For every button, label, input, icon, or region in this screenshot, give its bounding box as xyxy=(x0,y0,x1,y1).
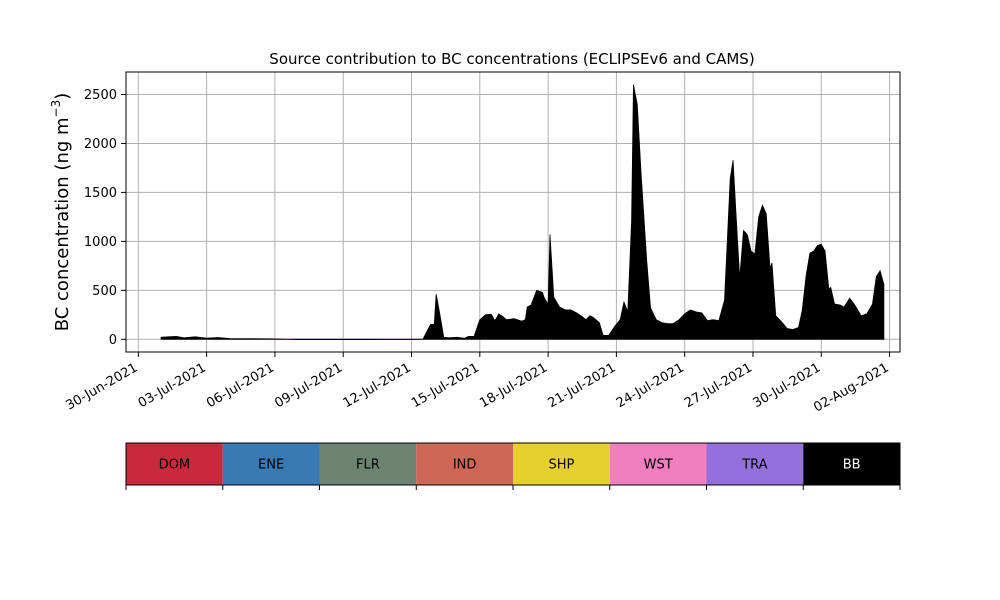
y-tick-label: 1500 xyxy=(84,186,117,201)
legend-swatch-tra xyxy=(706,443,804,485)
plot-series xyxy=(160,84,885,341)
legend-swatch-wst xyxy=(609,443,707,485)
legend-label-ind: IND xyxy=(453,458,477,473)
legend-label-tra: TRA xyxy=(741,458,767,473)
y-axis-label: BC concentration (ng m−3) xyxy=(49,93,73,332)
series-area-bb xyxy=(160,84,885,341)
legend-swatch-bb xyxy=(803,443,900,485)
legend-swatch-ene xyxy=(222,443,320,485)
legend-label-dom: DOM xyxy=(159,458,190,473)
legend-swatch-ind xyxy=(416,443,513,485)
legend-colorbar: DOM ENE FLR IND SHP WST TRA BB xyxy=(125,442,901,490)
y-axis-label-superscript: −3 xyxy=(49,100,63,118)
legend-swatch-dom xyxy=(126,443,223,485)
legend-swatch-shp xyxy=(513,443,610,485)
legend-label-flr: FLR xyxy=(356,458,380,473)
legend-label-shp: SHP xyxy=(548,458,574,473)
legend-label-bb: BB xyxy=(843,458,861,473)
y-tick-label: 500 xyxy=(92,284,117,299)
y-axis-label-close: ) xyxy=(52,93,73,100)
legend-label-wst: WST xyxy=(644,458,673,473)
y-axis-label-main: BC concentration (ng m xyxy=(52,117,73,331)
legend-swatch-flr xyxy=(319,443,417,485)
y-tick-label: 2500 xyxy=(84,88,117,103)
y-axis-ticks: 0 500 1000 1500 2000 2500 xyxy=(84,88,126,348)
y-tick-label: 1000 xyxy=(84,235,117,250)
legend-label-ene: ENE xyxy=(258,458,284,473)
y-tick-label: 2000 xyxy=(84,137,117,152)
y-tick-label: 0 xyxy=(109,333,117,348)
plot-frame xyxy=(125,71,901,353)
chart-title: Source contribution to BC concentrations… xyxy=(269,50,754,68)
